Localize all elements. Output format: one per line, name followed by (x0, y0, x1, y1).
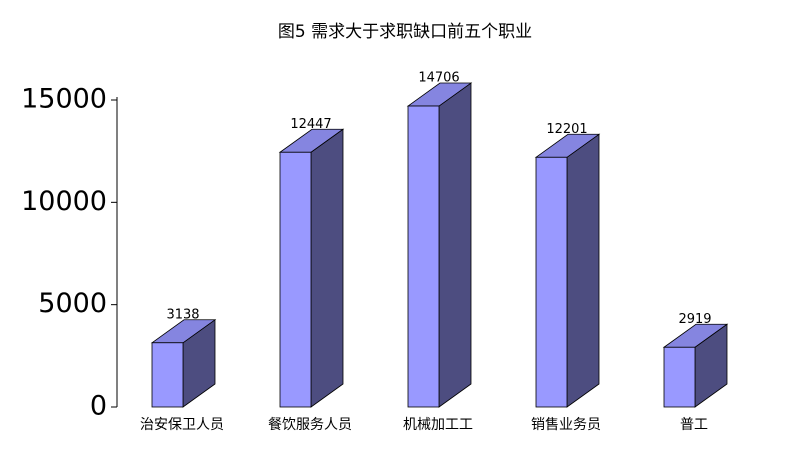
value-label: 14706 (418, 71, 459, 86)
y-tick-label: 15000 (21, 84, 107, 115)
bar (663, 346, 696, 408)
x-tick-label: 销售业务员 (531, 417, 601, 433)
value-label: 12447 (290, 117, 331, 132)
y-tick-label: 0 (90, 391, 107, 422)
value-label: 3138 (166, 307, 199, 322)
x-tick-label: 机械加工工 (403, 417, 473, 433)
bar (279, 151, 312, 408)
bar (535, 156, 568, 408)
y-tick-label: 10000 (21, 186, 107, 217)
bar (407, 105, 440, 408)
chart-title: 图5 需求大于求职缺口前五个职业 (278, 22, 532, 42)
bar-side (310, 128, 344, 408)
y-tick-label: 5000 (38, 288, 107, 319)
x-tick-label: 治安保卫人员 (140, 417, 224, 433)
value-label: 12201 (546, 122, 587, 137)
x-tick-label: 餐饮服务人员 (268, 417, 352, 433)
bar (151, 342, 184, 408)
x-tick-label: 普工 (680, 417, 708, 433)
bar-side (438, 82, 472, 408)
value-label: 2919 (678, 312, 711, 327)
bar-side (566, 133, 600, 408)
